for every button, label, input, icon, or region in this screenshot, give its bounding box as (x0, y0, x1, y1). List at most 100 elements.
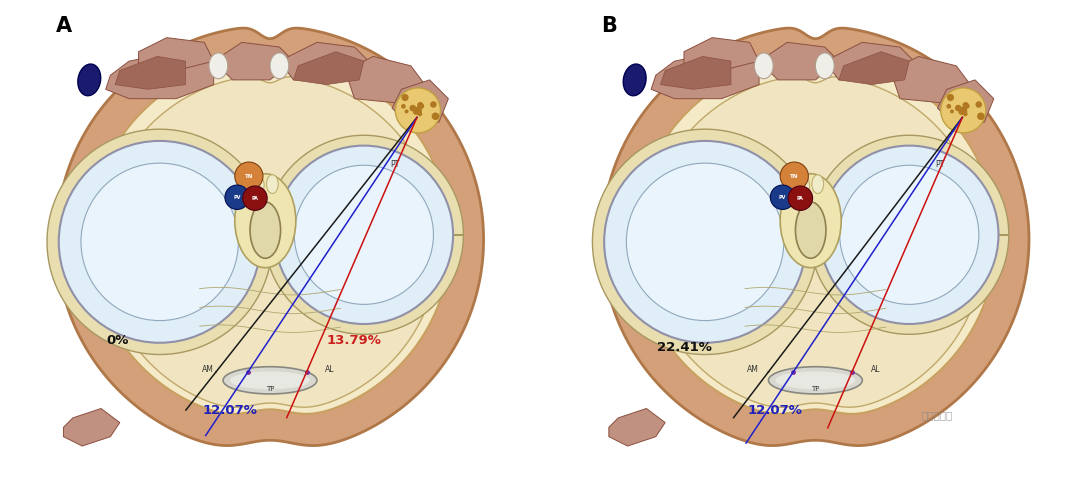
Circle shape (395, 88, 441, 133)
Circle shape (607, 144, 804, 340)
Text: 13.79%: 13.79% (327, 334, 382, 347)
Text: 12.07%: 12.07% (748, 404, 802, 417)
Ellipse shape (798, 176, 810, 195)
Circle shape (950, 109, 954, 114)
Polygon shape (810, 135, 1009, 334)
Circle shape (234, 162, 262, 190)
Circle shape (84, 166, 235, 318)
Text: PV: PV (779, 195, 786, 200)
Circle shape (820, 146, 999, 324)
Circle shape (946, 104, 951, 109)
Circle shape (418, 112, 422, 116)
Circle shape (964, 103, 970, 109)
Ellipse shape (120, 176, 180, 232)
Circle shape (840, 165, 978, 304)
Circle shape (955, 105, 961, 112)
Text: AM: AM (747, 365, 759, 375)
Polygon shape (661, 57, 731, 89)
Polygon shape (214, 42, 294, 80)
Circle shape (770, 185, 795, 209)
Polygon shape (684, 38, 759, 70)
Circle shape (414, 107, 422, 115)
Polygon shape (593, 129, 818, 354)
Circle shape (414, 111, 417, 114)
Polygon shape (609, 409, 665, 446)
Text: 茅永涛博士: 茅永涛博士 (922, 411, 953, 421)
Text: TP: TP (811, 387, 820, 392)
Polygon shape (759, 42, 839, 80)
Circle shape (402, 94, 408, 101)
Circle shape (401, 104, 406, 109)
Circle shape (823, 148, 996, 321)
Polygon shape (891, 57, 970, 103)
Text: AM: AM (202, 365, 214, 375)
Ellipse shape (253, 176, 265, 195)
Ellipse shape (267, 175, 279, 194)
Polygon shape (651, 52, 759, 99)
Circle shape (963, 112, 968, 116)
Circle shape (607, 144, 804, 340)
Ellipse shape (796, 202, 826, 258)
Text: 22.41%: 22.41% (657, 341, 712, 354)
Circle shape (430, 101, 436, 108)
Polygon shape (48, 129, 272, 354)
Circle shape (274, 146, 454, 324)
Polygon shape (116, 57, 186, 89)
Circle shape (297, 168, 431, 302)
Ellipse shape (769, 367, 862, 394)
Circle shape (959, 110, 963, 114)
Text: B: B (600, 16, 617, 36)
Circle shape (432, 113, 440, 120)
Text: PT: PT (390, 160, 399, 169)
Circle shape (62, 144, 258, 340)
Circle shape (405, 109, 408, 114)
Circle shape (959, 107, 968, 115)
Polygon shape (602, 28, 1029, 445)
Text: TN: TN (791, 173, 798, 179)
Polygon shape (102, 77, 438, 407)
Text: A: A (55, 16, 71, 36)
Ellipse shape (623, 64, 646, 96)
Circle shape (417, 102, 423, 108)
Circle shape (977, 113, 985, 120)
Circle shape (295, 165, 433, 304)
Circle shape (626, 163, 784, 320)
Text: AL: AL (325, 365, 335, 375)
Ellipse shape (208, 53, 228, 79)
Circle shape (630, 166, 781, 318)
Polygon shape (138, 38, 214, 70)
Text: TP: TP (266, 387, 274, 392)
Circle shape (604, 141, 806, 343)
Ellipse shape (224, 367, 316, 394)
Polygon shape (839, 52, 909, 85)
Ellipse shape (270, 53, 288, 79)
Text: PA: PA (252, 196, 258, 201)
Polygon shape (392, 80, 448, 127)
Ellipse shape (815, 53, 834, 79)
Circle shape (941, 88, 986, 133)
Circle shape (975, 101, 982, 108)
Text: PT: PT (935, 160, 944, 169)
Circle shape (243, 186, 267, 210)
Circle shape (62, 144, 258, 340)
Circle shape (414, 110, 418, 114)
Ellipse shape (230, 371, 310, 389)
Circle shape (409, 105, 416, 112)
Ellipse shape (251, 202, 281, 258)
Text: PA: PA (797, 196, 804, 201)
Polygon shape (265, 135, 463, 334)
Circle shape (81, 163, 239, 320)
Ellipse shape (754, 53, 773, 79)
Text: AL: AL (870, 365, 880, 375)
Polygon shape (56, 28, 484, 445)
Ellipse shape (78, 64, 100, 96)
Polygon shape (346, 57, 424, 103)
Ellipse shape (780, 174, 841, 268)
Circle shape (419, 103, 424, 109)
Polygon shape (90, 60, 450, 414)
Ellipse shape (812, 175, 824, 194)
Circle shape (947, 94, 954, 101)
Circle shape (278, 148, 450, 321)
Circle shape (58, 141, 260, 343)
Polygon shape (647, 77, 984, 407)
